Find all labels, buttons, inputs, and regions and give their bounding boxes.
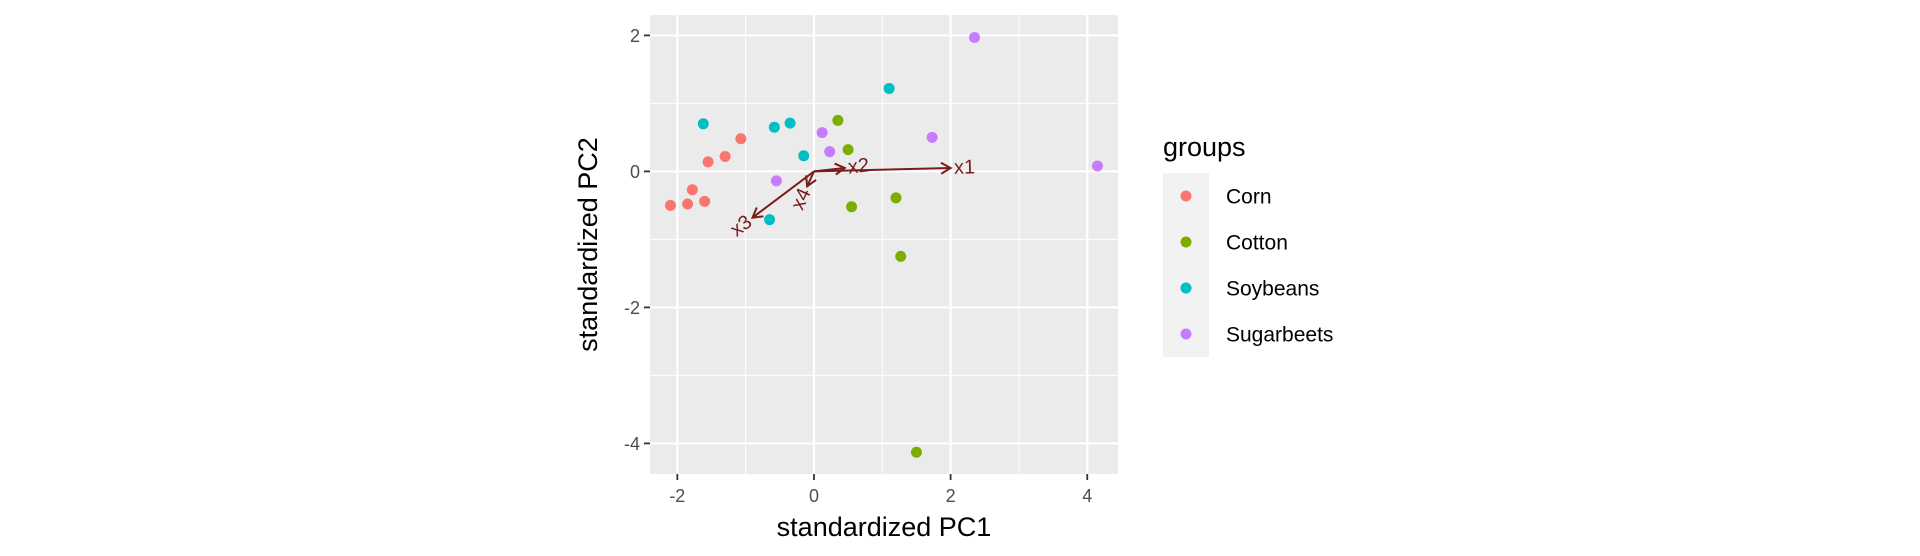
- arrow-x1-shaft: [813, 167, 951, 173]
- panel-background: [650, 15, 1118, 474]
- point-corn: [699, 195, 711, 207]
- point-cotton: [910, 446, 922, 458]
- point-cotton: [842, 144, 854, 156]
- arrow-x1-head: [940, 161, 953, 175]
- point-soybeans: [784, 117, 796, 129]
- point-cotton: [846, 201, 858, 213]
- point-soybeans: [697, 118, 709, 130]
- point-sugarbeets: [969, 31, 981, 43]
- x-tick-label: 0: [809, 486, 819, 506]
- legend-title: groups: [1163, 132, 1246, 162]
- point-sugarbeets: [816, 127, 828, 139]
- point-sugarbeets: [926, 131, 938, 143]
- point-corn: [686, 184, 698, 196]
- legend-swatch-cotton: [1180, 236, 1192, 248]
- legend-swatch-soybeans: [1180, 282, 1192, 294]
- point-cotton: [895, 250, 907, 262]
- point-corn: [719, 150, 731, 162]
- point-corn: [682, 198, 694, 210]
- y-axis-title: standardized PC2: [573, 137, 603, 352]
- legend-label-cotton: Cotton: [1226, 232, 1288, 255]
- arrow-x2-head: [834, 162, 847, 176]
- legend-label-corn: Corn: [1226, 186, 1272, 209]
- point-soybeans: [798, 150, 810, 162]
- x-tick-label: -2: [669, 486, 685, 506]
- arrow-label-x2: x2: [847, 154, 870, 178]
- point-soybeans: [883, 82, 895, 94]
- arrow-label-x1: x1: [954, 156, 976, 179]
- y-tick-label: 2: [630, 26, 640, 46]
- arrow-x4-head: [805, 175, 817, 189]
- plot-panel: [650, 15, 1118, 474]
- legend-swatch-corn: [1180, 190, 1192, 202]
- x-tick-label: 4: [1082, 486, 1092, 506]
- y-tick-label: -4: [624, 434, 640, 454]
- point-corn: [735, 133, 747, 145]
- data-points: [664, 31, 1104, 458]
- point-cotton: [890, 192, 902, 204]
- point-sugarbeets: [770, 175, 782, 187]
- arrow-x3-head: [750, 207, 764, 219]
- point-sugarbeets: [824, 146, 836, 158]
- arrow-x3-shaft: [751, 170, 815, 219]
- arrow-x4-shaft: [806, 170, 815, 187]
- y-tick-label: -2: [624, 298, 640, 318]
- legend: groups Corn Cotton Soybeans Sugarbeets: [1163, 132, 1333, 357]
- point-corn: [702, 156, 714, 168]
- x-tick-label: 2: [946, 486, 956, 506]
- legend-label-soybeans: Soybeans: [1226, 278, 1319, 301]
- point-soybeans: [768, 121, 780, 133]
- axes: -2 0 2 4 2 0 -2 -4: [624, 26, 1092, 506]
- point-soybeans: [764, 214, 776, 226]
- arrow-x2-shaft: [813, 167, 845, 173]
- x-axis-title: standardized PC1: [777, 512, 992, 542]
- point-corn: [664, 199, 676, 211]
- legend-label-sugarbeets: Sugarbeets: [1226, 324, 1333, 347]
- point-sugarbeets: [1092, 160, 1104, 172]
- point-cotton: [832, 114, 844, 126]
- legend-swatch-sugarbeets: [1180, 328, 1192, 340]
- y-tick-label: 0: [630, 162, 640, 182]
